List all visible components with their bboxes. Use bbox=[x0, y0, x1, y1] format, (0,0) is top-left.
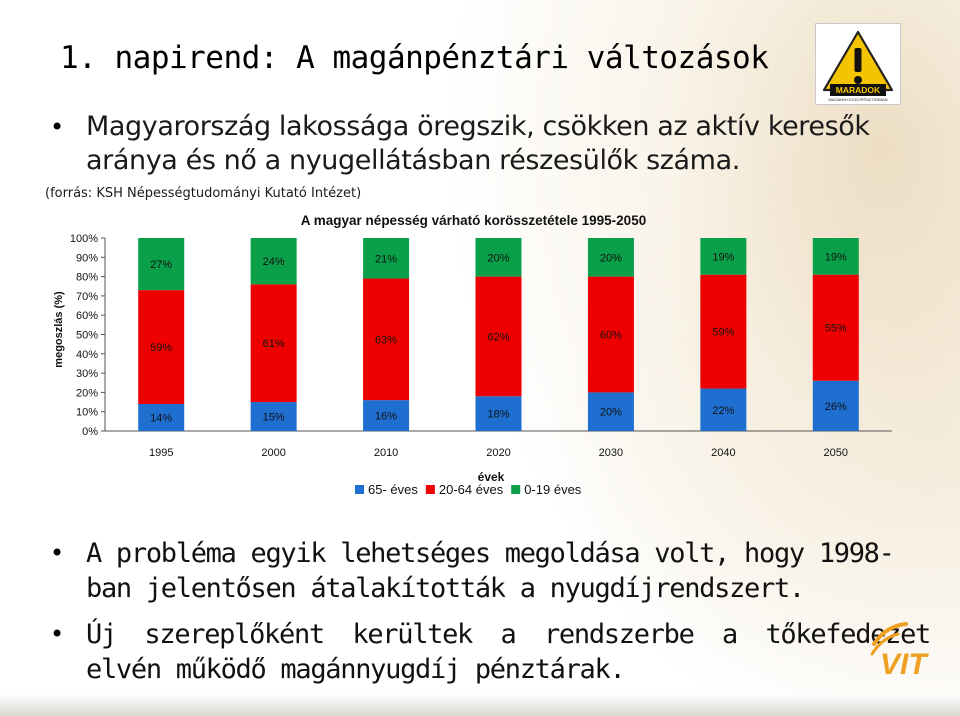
data-label: 59% bbox=[712, 327, 734, 339]
y-tick-label: 20% bbox=[76, 387, 98, 399]
bullet-reform: • A probléma egyik lehetséges megoldása … bbox=[50, 536, 930, 606]
data-label: 20% bbox=[600, 252, 622, 264]
bar-segment bbox=[700, 274, 747, 389]
data-label: 55% bbox=[825, 323, 847, 335]
data-label: 21% bbox=[375, 253, 397, 265]
bar-segment bbox=[138, 238, 185, 291]
bar-segment bbox=[700, 238, 747, 275]
bullet-marker: • bbox=[50, 620, 65, 648]
bar-segment bbox=[363, 400, 410, 431]
y-tick-label: 80% bbox=[76, 272, 98, 284]
stacked-bar-chart: A magyar népesség várható korösszetétele… bbox=[53, 213, 892, 497]
data-label: 15% bbox=[263, 412, 285, 424]
x-tick-label: 2030 bbox=[599, 447, 623, 459]
y-tick-label: 10% bbox=[76, 407, 98, 419]
x-tick-label: 2050 bbox=[824, 447, 848, 459]
bar-segment bbox=[812, 274, 859, 381]
bar-segment bbox=[250, 284, 297, 403]
data-label: 14% bbox=[150, 412, 172, 424]
data-label: 24% bbox=[263, 256, 285, 268]
warning-subtext: MAGÁNNYUGDÍJPÉNZTÁRBAN bbox=[828, 97, 887, 102]
data-label: 26% bbox=[825, 401, 847, 413]
data-label: 16% bbox=[375, 411, 397, 423]
y-tick-label: 50% bbox=[76, 330, 98, 342]
source-note: (forrás: KSH Népességtudományi Kutató In… bbox=[45, 186, 362, 201]
data-label: 27% bbox=[150, 259, 172, 271]
data-label: 20% bbox=[600, 407, 622, 419]
data-label: 22% bbox=[712, 405, 734, 417]
legend-swatch bbox=[425, 485, 435, 494]
x-tick-label: 2040 bbox=[711, 447, 735, 459]
x-tick-label: 2020 bbox=[486, 447, 510, 459]
bar-segment bbox=[363, 238, 410, 279]
bullet-aging: • Magyarország lakossága öregszik, csökk… bbox=[50, 110, 930, 178]
y-tick-label: 100% bbox=[70, 233, 98, 245]
y-tick-label: 0% bbox=[82, 426, 98, 438]
data-label: 62% bbox=[487, 331, 509, 343]
y-tick-label: 30% bbox=[76, 368, 98, 380]
legend-label: 20-64 éves bbox=[439, 482, 504, 497]
x-axis-label: évek bbox=[478, 470, 505, 484]
bar-segment bbox=[475, 396, 522, 431]
x-tick-label: 2010 bbox=[374, 447, 398, 459]
bar-segment bbox=[812, 238, 859, 275]
y-tick-label: 70% bbox=[76, 291, 98, 303]
chart-title: A magyar népesség várható korösszetétele… bbox=[301, 213, 646, 228]
y-tick-label: 60% bbox=[76, 310, 98, 322]
bar-segment bbox=[475, 276, 522, 397]
data-label: 60% bbox=[600, 330, 622, 342]
bar-segment bbox=[587, 238, 634, 277]
bar-segment bbox=[250, 238, 297, 285]
bullet-marker: • bbox=[50, 113, 65, 141]
data-label: 18% bbox=[487, 409, 509, 421]
data-label: 19% bbox=[712, 251, 734, 263]
data-label: 19% bbox=[825, 251, 847, 263]
legend-label: 0-19 éves bbox=[524, 482, 582, 497]
bar-segment bbox=[138, 403, 185, 431]
data-label: 63% bbox=[375, 334, 397, 346]
legend-swatch bbox=[355, 485, 364, 494]
bar-segment bbox=[812, 380, 859, 431]
bullet-text: A probléma egyik lehetséges megoldása vo… bbox=[86, 538, 895, 604]
bar-segment bbox=[250, 402, 297, 431]
warning-label: MARADOK bbox=[836, 85, 881, 95]
bullet-marker: • bbox=[50, 539, 65, 567]
x-tick-label: 2000 bbox=[261, 447, 285, 459]
bar-segment bbox=[475, 238, 522, 277]
legend-swatch bbox=[511, 485, 521, 494]
bullet-text: Új szereplőként kerültek a rendszerbe a … bbox=[86, 619, 931, 685]
bar-segment bbox=[587, 276, 634, 393]
bar-segment bbox=[138, 290, 185, 404]
y-axis-label: megoszlás (%) bbox=[53, 291, 65, 368]
bottom-bar bbox=[0, 694, 960, 716]
vit-logo-icon: VIT bbox=[870, 622, 929, 680]
bullet-text: Magyarország lakossága öregszik, csökken… bbox=[86, 111, 870, 176]
data-label: 61% bbox=[263, 338, 285, 350]
exclamation-icon bbox=[854, 48, 862, 72]
bar-segment bbox=[587, 392, 634, 431]
bullet-private-funds: • Új szereplőként kerültek a rendszerbe … bbox=[50, 617, 931, 687]
y-tick-label: 40% bbox=[76, 349, 98, 361]
data-label: 59% bbox=[150, 342, 172, 354]
vit-logo-text: VIT bbox=[880, 648, 929, 680]
bar-segment bbox=[363, 278, 410, 401]
y-tick-label: 90% bbox=[76, 252, 98, 264]
bar-segment bbox=[700, 388, 747, 431]
slide-title: 1. napirend: A magánpénztári változások bbox=[60, 40, 769, 76]
data-label: 20% bbox=[487, 252, 509, 264]
x-tick-label: 1995 bbox=[149, 447, 173, 459]
legend-label: 65- éves bbox=[368, 482, 418, 497]
warning-sign-image: MARADOK MAGÁNNYUGDÍJPÉNZTÁRBAN bbox=[815, 23, 901, 105]
